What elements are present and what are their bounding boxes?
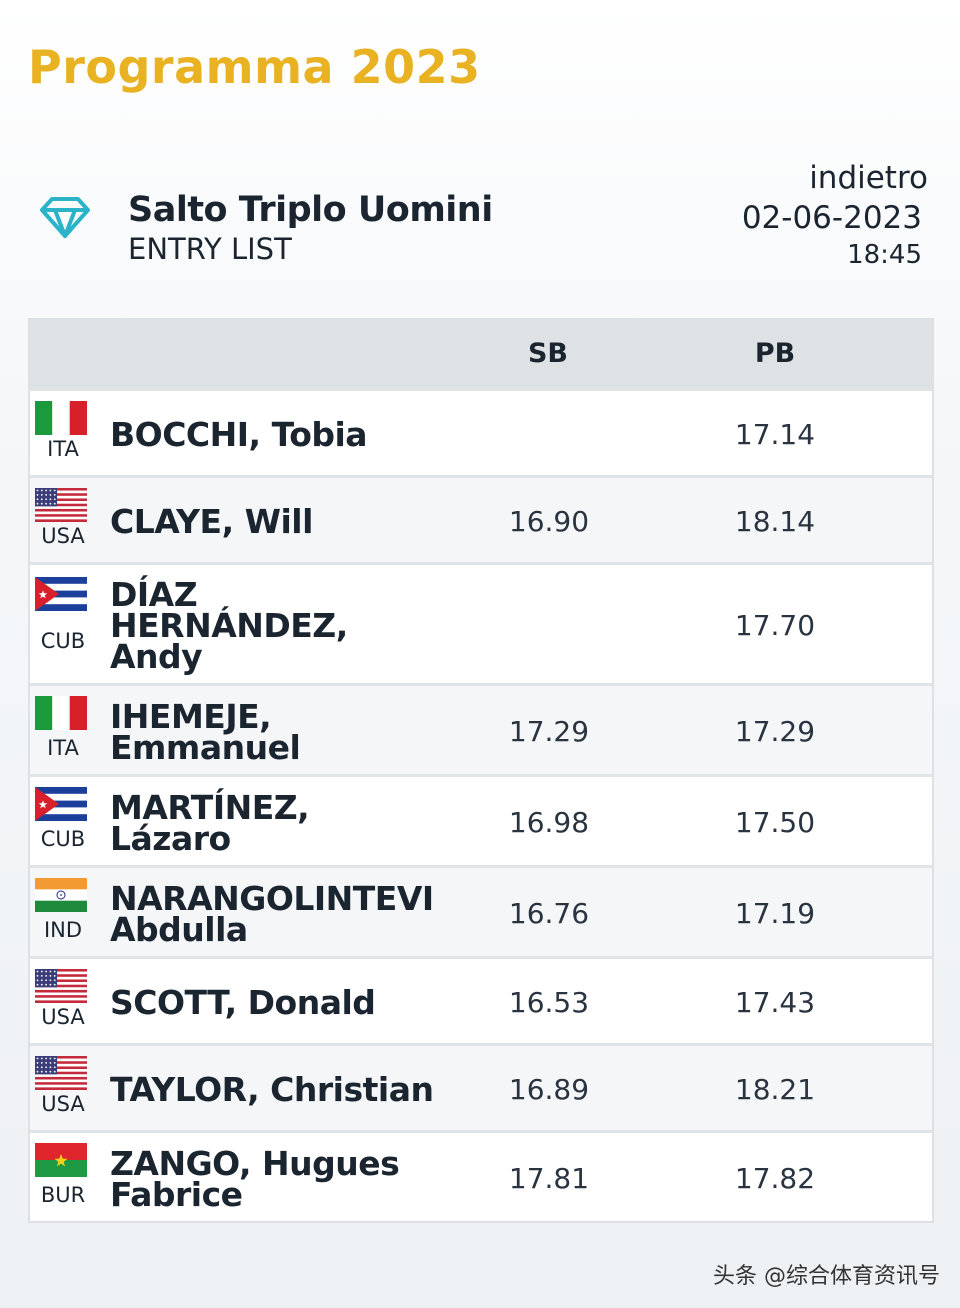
country-code: ITA: [47, 736, 79, 760]
personal-best-value: 17.70: [734, 609, 816, 642]
table-body: ITA BOCCHI, Tobia 17.14 USA CLAYE, Will 16.90…: [30, 388, 932, 1221]
table-row[interactable]: USA TAYLOR, Christian 16.89 18.21: [30, 1043, 932, 1130]
table-row[interactable]: ITA IHEMEJE, Emmanuel 17.29 17.29: [30, 683, 932, 774]
personal-best-value: 17.19: [734, 897, 816, 930]
italy-flag-icon: [35, 401, 87, 435]
table-row[interactable]: USA CLAYE, Will 16.90 18.14: [30, 475, 932, 562]
country-code: USA: [41, 524, 85, 548]
table-row[interactable]: CUB DÍAZ HERNÁNDEZ, Andy 17.70: [30, 562, 932, 683]
season-best-value: 16.98: [508, 806, 590, 839]
personal-best-value: 17.82: [734, 1162, 816, 1195]
event-time: 18:45: [847, 240, 922, 270]
season-best-value: 17.81: [508, 1162, 590, 1195]
country-code: IND: [43, 918, 83, 942]
athlete-name-line: BOCCHI, Tobia: [110, 415, 368, 454]
athlete-name-line: CLAYE, Will: [110, 502, 313, 541]
season-best-value: 16.76: [508, 897, 590, 930]
athlete-name-line: HERNÁNDEZ,: [110, 606, 348, 645]
event-date: 02-06-2023: [741, 200, 922, 236]
back-link[interactable]: indietro: [809, 160, 928, 196]
athlete-name-line: MARTÍNEZ,: [110, 788, 310, 827]
athlete-name-line: Abdulla: [110, 910, 248, 949]
athlete-name[interactable]: BOCCHI, Tobia: [110, 415, 480, 454]
table-row[interactable]: IND NARANGOLINTEVI Abdulla 16.76 17.19: [30, 865, 932, 956]
personal-best-value: 17.43: [734, 986, 816, 1019]
personal-best-value: 17.29: [734, 715, 816, 748]
india-flag-icon: [35, 878, 87, 912]
table-row[interactable]: CUB MARTÍNEZ, Lázaro 16.98 17.50: [30, 774, 932, 865]
athlete-name-line: DÍAZ: [110, 575, 198, 614]
country-code: USA: [41, 1005, 85, 1029]
athlete-name[interactable]: ZANGO, Hugues Fabrice: [110, 1144, 480, 1214]
athlete-name[interactable]: NARANGOLINTEVI Abdulla: [110, 879, 480, 949]
column-header-sb: SB: [527, 338, 569, 369]
country-code: USA: [41, 1092, 85, 1116]
cuba-flag-icon: [35, 577, 87, 611]
athlete-name[interactable]: IHEMEJE, Emmanuel: [110, 697, 480, 767]
athlete-name[interactable]: TAYLOR, Christian: [110, 1070, 480, 1109]
page-title: Programma 2023: [28, 40, 481, 94]
country-code: ITA: [47, 437, 79, 461]
personal-best-value: 17.14: [734, 418, 816, 451]
country-code: BUR: [40, 1183, 86, 1207]
table-row[interactable]: BUR ZANGO, Hugues Fabrice 17.81 17.82: [30, 1130, 932, 1221]
usa-flag-icon: [35, 488, 87, 522]
personal-best-value: 18.14: [734, 505, 816, 538]
event-name: Salto Triplo Uomini: [128, 190, 493, 230]
athlete-name-line: IHEMEJE,: [110, 697, 272, 736]
personal-best-value: 17.50: [734, 806, 816, 839]
personal-best-value: 18.21: [734, 1073, 816, 1106]
season-best-value: 16.53: [508, 986, 590, 1019]
table-header: SB PB: [30, 320, 932, 388]
burkina-faso-flag-icon: [35, 1143, 87, 1177]
diamond-icon: [38, 194, 92, 240]
watermark: 头条 @综合体育资讯号: [713, 1264, 940, 1289]
season-best-value: 16.90: [508, 505, 590, 538]
athlete-name[interactable]: DÍAZ HERNÁNDEZ, Andy: [110, 575, 480, 676]
column-header-pb: PB: [754, 338, 796, 369]
athlete-name-line: Fabrice: [110, 1175, 243, 1214]
athlete-name-line: Emmanuel: [110, 728, 301, 767]
usa-flag-icon: [35, 1056, 87, 1090]
usa-flag-icon: [35, 969, 87, 1003]
athlete-name[interactable]: MARTÍNEZ, Lázaro: [110, 788, 480, 858]
athlete-name-line: Andy: [110, 637, 203, 676]
athlete-name-line: NARANGOLINTEVI: [110, 879, 434, 918]
athlete-name[interactable]: CLAYE, Will: [110, 502, 480, 541]
country-code: CUB: [40, 629, 86, 653]
table-row[interactable]: ITA BOCCHI, Tobia 17.14: [30, 388, 932, 475]
cuba-flag-icon: [35, 787, 87, 821]
athlete-name[interactable]: SCOTT, Donald: [110, 983, 480, 1022]
athlete-name-line: Lázaro: [110, 819, 231, 858]
athlete-name-line: SCOTT, Donald: [110, 983, 376, 1022]
table-row[interactable]: USA SCOTT, Donald 16.53 17.43: [30, 956, 932, 1043]
event-header: Salto Triplo Uomini ENTRY LIST indietro …: [0, 160, 960, 290]
season-best-value: 17.29: [508, 715, 590, 748]
athlete-name-line: ZANGO, Hugues: [110, 1144, 400, 1183]
event-subtitle: ENTRY LIST: [128, 232, 292, 266]
country-code: CUB: [40, 827, 86, 851]
season-best-value: 16.89: [508, 1073, 590, 1106]
athlete-name-line: TAYLOR, Christian: [110, 1070, 434, 1109]
italy-flag-icon: [35, 696, 87, 730]
entry-list-table: SB PB ITA BOCCHI, Tobia 17.14 USA CLAYE, Wil…: [28, 318, 934, 1223]
